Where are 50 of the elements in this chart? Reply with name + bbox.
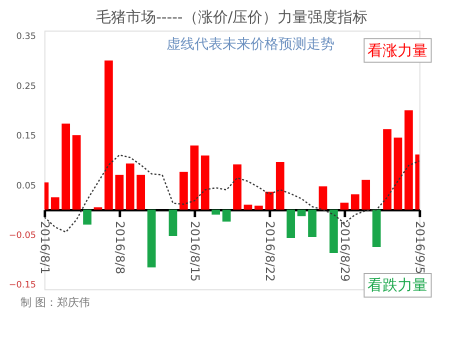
text: 制 图：郑庆伟 [20,296,90,310]
bar [147,210,156,268]
y-tick-label: −0.15 [8,280,36,291]
bar [372,210,381,247]
bar [286,210,296,238]
x-tick-label: 2016/8/1 [38,221,52,274]
text: 看跌力量 [368,277,428,294]
chart-subtitle: 虚线代表未来价格预测走势 [166,36,335,52]
y-tick-label: −0.05 [8,230,36,241]
bar [115,174,124,210]
bar [222,210,231,222]
bar [254,206,263,210]
bar [244,204,252,210]
y-tick-label: 0.05 [16,181,36,192]
bar [330,210,338,253]
bar [212,210,220,215]
bar [340,202,349,210]
bar [200,155,210,210]
bar [276,162,284,210]
chart-title: 毛猪市场-----（涨价/压价）力量强度指标 [96,8,368,26]
bar [350,194,360,210]
bar [404,110,413,210]
bar [362,180,370,210]
bar [233,164,242,210]
bar [190,146,199,210]
bar [136,174,146,210]
x-tick-label: 2016/8/29 [338,221,352,282]
bar [180,172,188,210]
bar [297,210,306,216]
bar [126,163,134,210]
bar [318,186,328,210]
bar [308,210,316,238]
bar [168,210,178,236]
bar [72,135,81,210]
bar [94,207,102,210]
x-tick-label: 2016/8/8 [112,221,127,274]
y-tick-label: 0.25 [16,82,36,92]
bar [265,192,274,210]
y-tick-label: 0.35 [16,32,36,42]
bar [50,197,60,210]
text: 看涨力量 [368,42,428,60]
bar [62,124,70,210]
x-tick-label: 2016/8/15 [188,221,202,282]
x-tick-label: 2016/9/5 [412,221,427,274]
y-tick-label: 0.15 [16,132,36,142]
bar [83,210,92,225]
bar [104,60,113,210]
bar [394,138,402,210]
x-tick-label: 2016/8/22 [262,221,277,282]
bar [383,129,392,210]
